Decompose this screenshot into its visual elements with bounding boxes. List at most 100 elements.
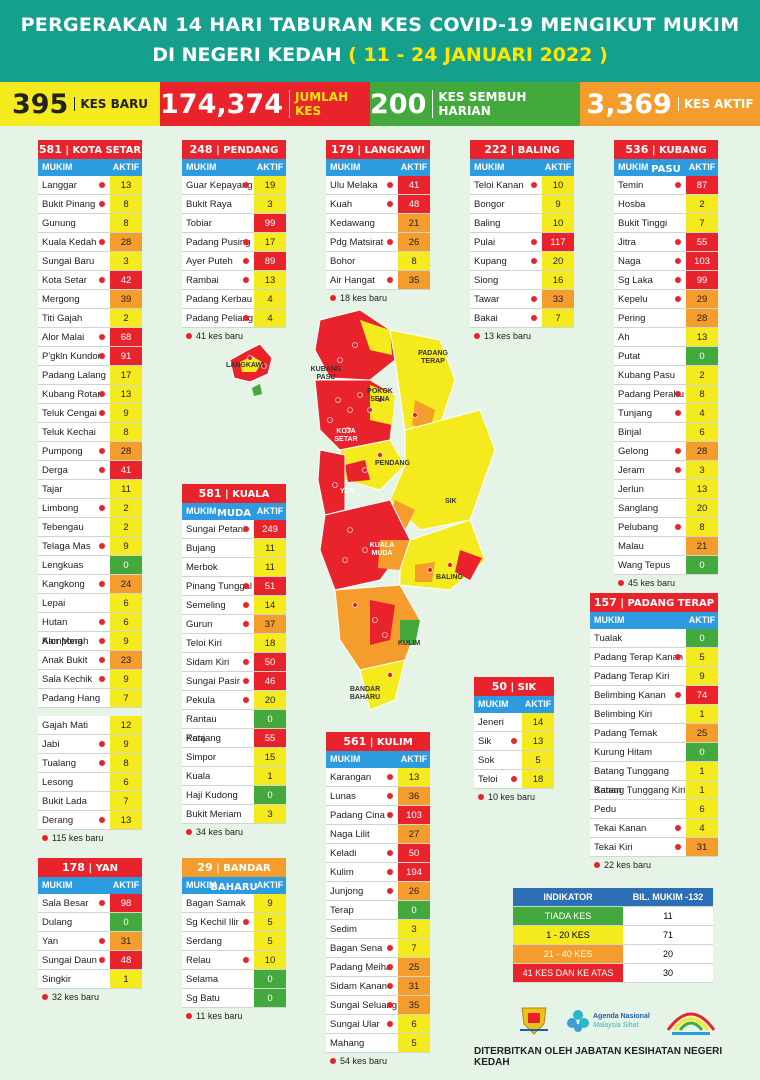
map-label-kulim: KULIM [398,640,421,647]
mukim-name: Tajar [38,480,110,498]
mukim-text: Teluk Cengai [42,408,97,419]
mukim-text: Sungai Ular [330,1019,380,1030]
mukim-name: Pelubang [614,518,686,536]
table-row: Pinang Tunggal 51 [182,577,286,596]
table-row: Padang Lalang 17 [38,366,142,385]
active-count: 7 [542,309,574,327]
mukim-text: Sg Laka [618,275,653,286]
mukim-text: Kepelu [618,294,648,305]
mukim-name: Bukit Pinang [38,195,110,213]
table-row: Anak Bukit 23 [38,651,142,670]
table-row: Alor Merah 9 [38,632,142,651]
kedah-map: LANGKAWI KUBANG PASU PADANG TERAP POKOK … [220,300,510,720]
map-case-dots [247,342,453,678]
mukim-name: Kulim [326,863,398,881]
mukim-name: Teluk Cengai [38,404,110,422]
mukim-name: Naga Lilit [326,825,398,843]
active-count: 9 [254,894,286,912]
mukim-text: Pering [618,313,646,324]
table-row: Binjal 6 [614,423,718,442]
active-count: 68 [110,328,142,346]
mukim-name: Bukit Raya [182,195,254,213]
table-row: Telaga Mas 9 [38,537,142,556]
new-case-dot-icon [99,676,105,682]
table-row: Selama 0 [182,970,286,989]
mukim-name: Kota [182,729,254,747]
map-kulim-red [370,600,395,645]
mukim-text: Merbok [186,562,218,573]
mukim-name: Pulai [470,233,542,251]
mukim-text: Bujang [186,543,216,554]
mukim-name: Pering [614,309,686,327]
mukim-name: Padang Hang [38,689,110,707]
mukim-text: Jabi [42,739,60,750]
district-total: 179 [330,143,354,156]
new-cases-text: 45 kes baru [628,578,676,588]
panel-pendang: 248 | PENDANG MUKIM AKTIF Guar Kepayang 19 Bu… [182,140,286,341]
mukim-text: Sok [478,755,495,766]
table-row: Kota 55 [182,729,286,748]
active-count: 18 [254,634,286,652]
new-cases-text: 32 kes baru [52,992,100,1002]
active-count: 33 [542,290,574,308]
mukim-name: Sg Laka [614,271,686,289]
header-banner: PERGERAKAN 14 HARI TABURAN KES COVID-19 … [0,0,760,82]
new-case-dot-icon [243,239,249,245]
mukim-text: Teloi Kanan [474,180,524,191]
column-mukim: MUKIM [186,162,217,172]
mukim-name: Gelong [614,442,686,460]
mukim-name: Pedu [590,800,686,818]
mukim-name: Jerlun [614,480,686,498]
new-case-dot-icon [675,467,681,473]
mukim-text: Rantau Panjang [186,714,221,744]
mukim-name: Teloi Kiri [182,634,254,652]
mukim-text: Lengkuas [42,560,84,571]
active-count: 31 [110,932,142,950]
active-count: 99 [686,271,718,289]
mukim-text: Kurung Hitam [594,747,653,758]
district-total: 29 [197,861,213,874]
table-row: Sanglang 20 [614,499,718,518]
table-row: Kota Setar 42 [38,271,142,290]
mukim-text: Bongor [474,199,505,210]
table-row: Mergong 39 [38,290,142,309]
legend-row: 41 KES DAN KE ATAS 30 [513,964,713,983]
mukim-name: Lesong [38,773,110,791]
new-case-dot-icon [387,277,393,283]
mukim-name: Bagan Samak [182,894,254,912]
mukim-text: Sala Besar [42,898,89,909]
active-count: 3 [254,195,286,213]
active-count: 0 [686,629,718,647]
table-row: Padang Temak 25 [590,724,718,743]
map-label-kota-setar: KOTA SETAR [334,428,358,443]
mukim-text: Jerlun [618,484,644,495]
mukim-text: Dulang [42,917,73,928]
new-cases-note: 41 kes baru [182,331,286,341]
mukim-name: Relau [182,951,254,969]
table-row: Karangan 13 [326,768,430,787]
table-row: Hutan Kampong 6 [38,613,142,647]
column-mukim: MUKIM [478,699,509,709]
panel-kulim: 561 | KULIM MUKIM AKTIF Karangan 13 Lunas 36 Pa… [326,732,430,1066]
district-name: | YAN [88,863,118,874]
new-cases-text: 13 kes baru [484,331,532,341]
active-count: 26 [398,882,430,900]
table-row: Sungai Petani 249 [182,520,286,539]
active-count: 2 [110,309,142,327]
legend-header-bil: BIL. MUKIM -132 [623,888,713,906]
legend-row: 1 - 20 KES 71 [513,926,713,945]
mukim-name: Hutan Kampong [38,613,110,647]
mukim-name: Air Hangat [326,271,398,289]
mukim-text: Yan [42,936,59,947]
mukim-name: Tebengau [38,518,110,536]
active-count: 103 [686,252,718,270]
new-case-dot-icon [99,938,105,944]
mukim-text: Hosba [618,199,646,210]
table-row: Kedawang 21 [326,214,430,233]
mukim-text: Tebengau [42,522,84,533]
active-count: 39 [110,290,142,308]
table-row: Kupang 20 [470,252,574,271]
district-name: | KUBANG PASU [651,145,707,175]
active-count: 2 [110,518,142,536]
active-count: 3 [398,920,430,938]
